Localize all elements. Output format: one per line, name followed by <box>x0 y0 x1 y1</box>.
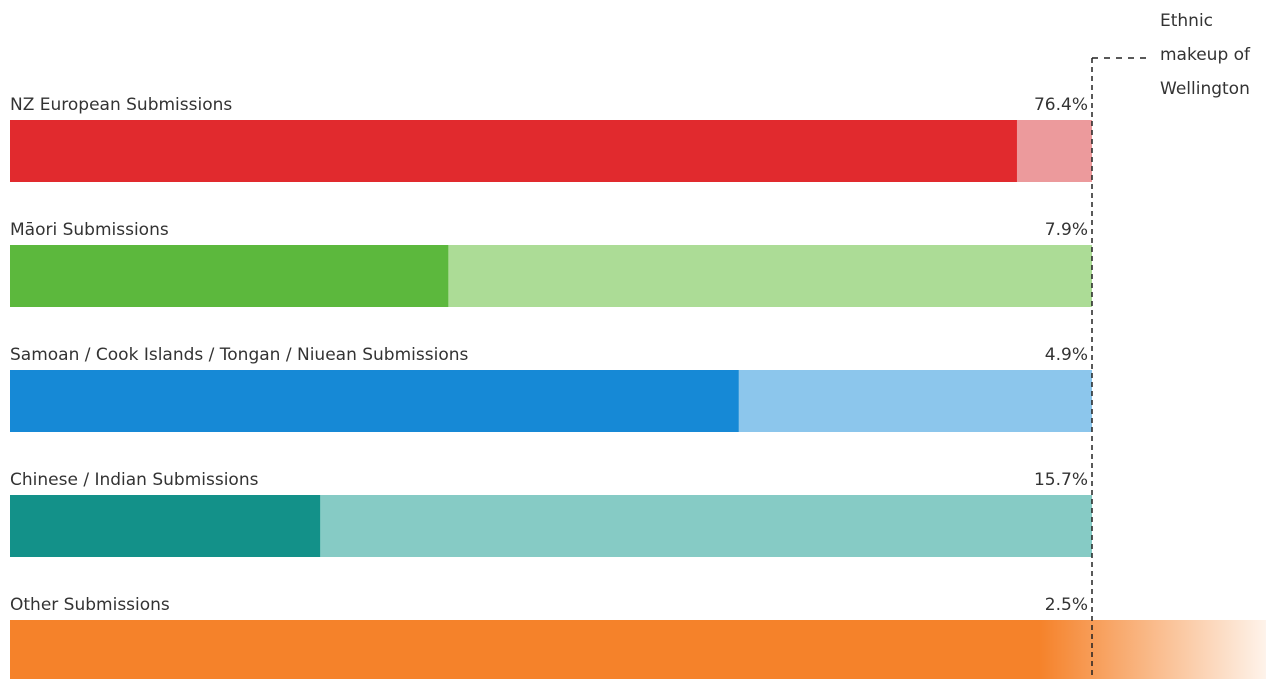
bar <box>10 495 321 557</box>
fade-overlay <box>10 620 1266 679</box>
legend: Ethnic makeup of Wellington <box>1160 11 1251 99</box>
bar <box>10 370 739 432</box>
category-label: NZ European Submissions <box>10 95 232 115</box>
value-label: 15.7% <box>1034 470 1088 490</box>
category-label: Chinese / Indian Submissions <box>10 470 259 490</box>
value-label: 7.9% <box>1045 220 1088 240</box>
category-label: Other Submissions <box>10 595 170 615</box>
bar <box>10 120 1017 182</box>
legend-label: Ethnic makeup of Wellington <box>1160 11 1251 99</box>
category-label: Samoan / Cook Islands / Tongan / Niuean … <box>10 345 468 365</box>
value-label: 4.9% <box>1045 345 1088 365</box>
bar <box>10 245 449 307</box>
value-label: 76.4% <box>1034 95 1088 115</box>
value-label: 2.5% <box>1045 595 1088 615</box>
category-label: Māori Submissions <box>10 220 169 240</box>
